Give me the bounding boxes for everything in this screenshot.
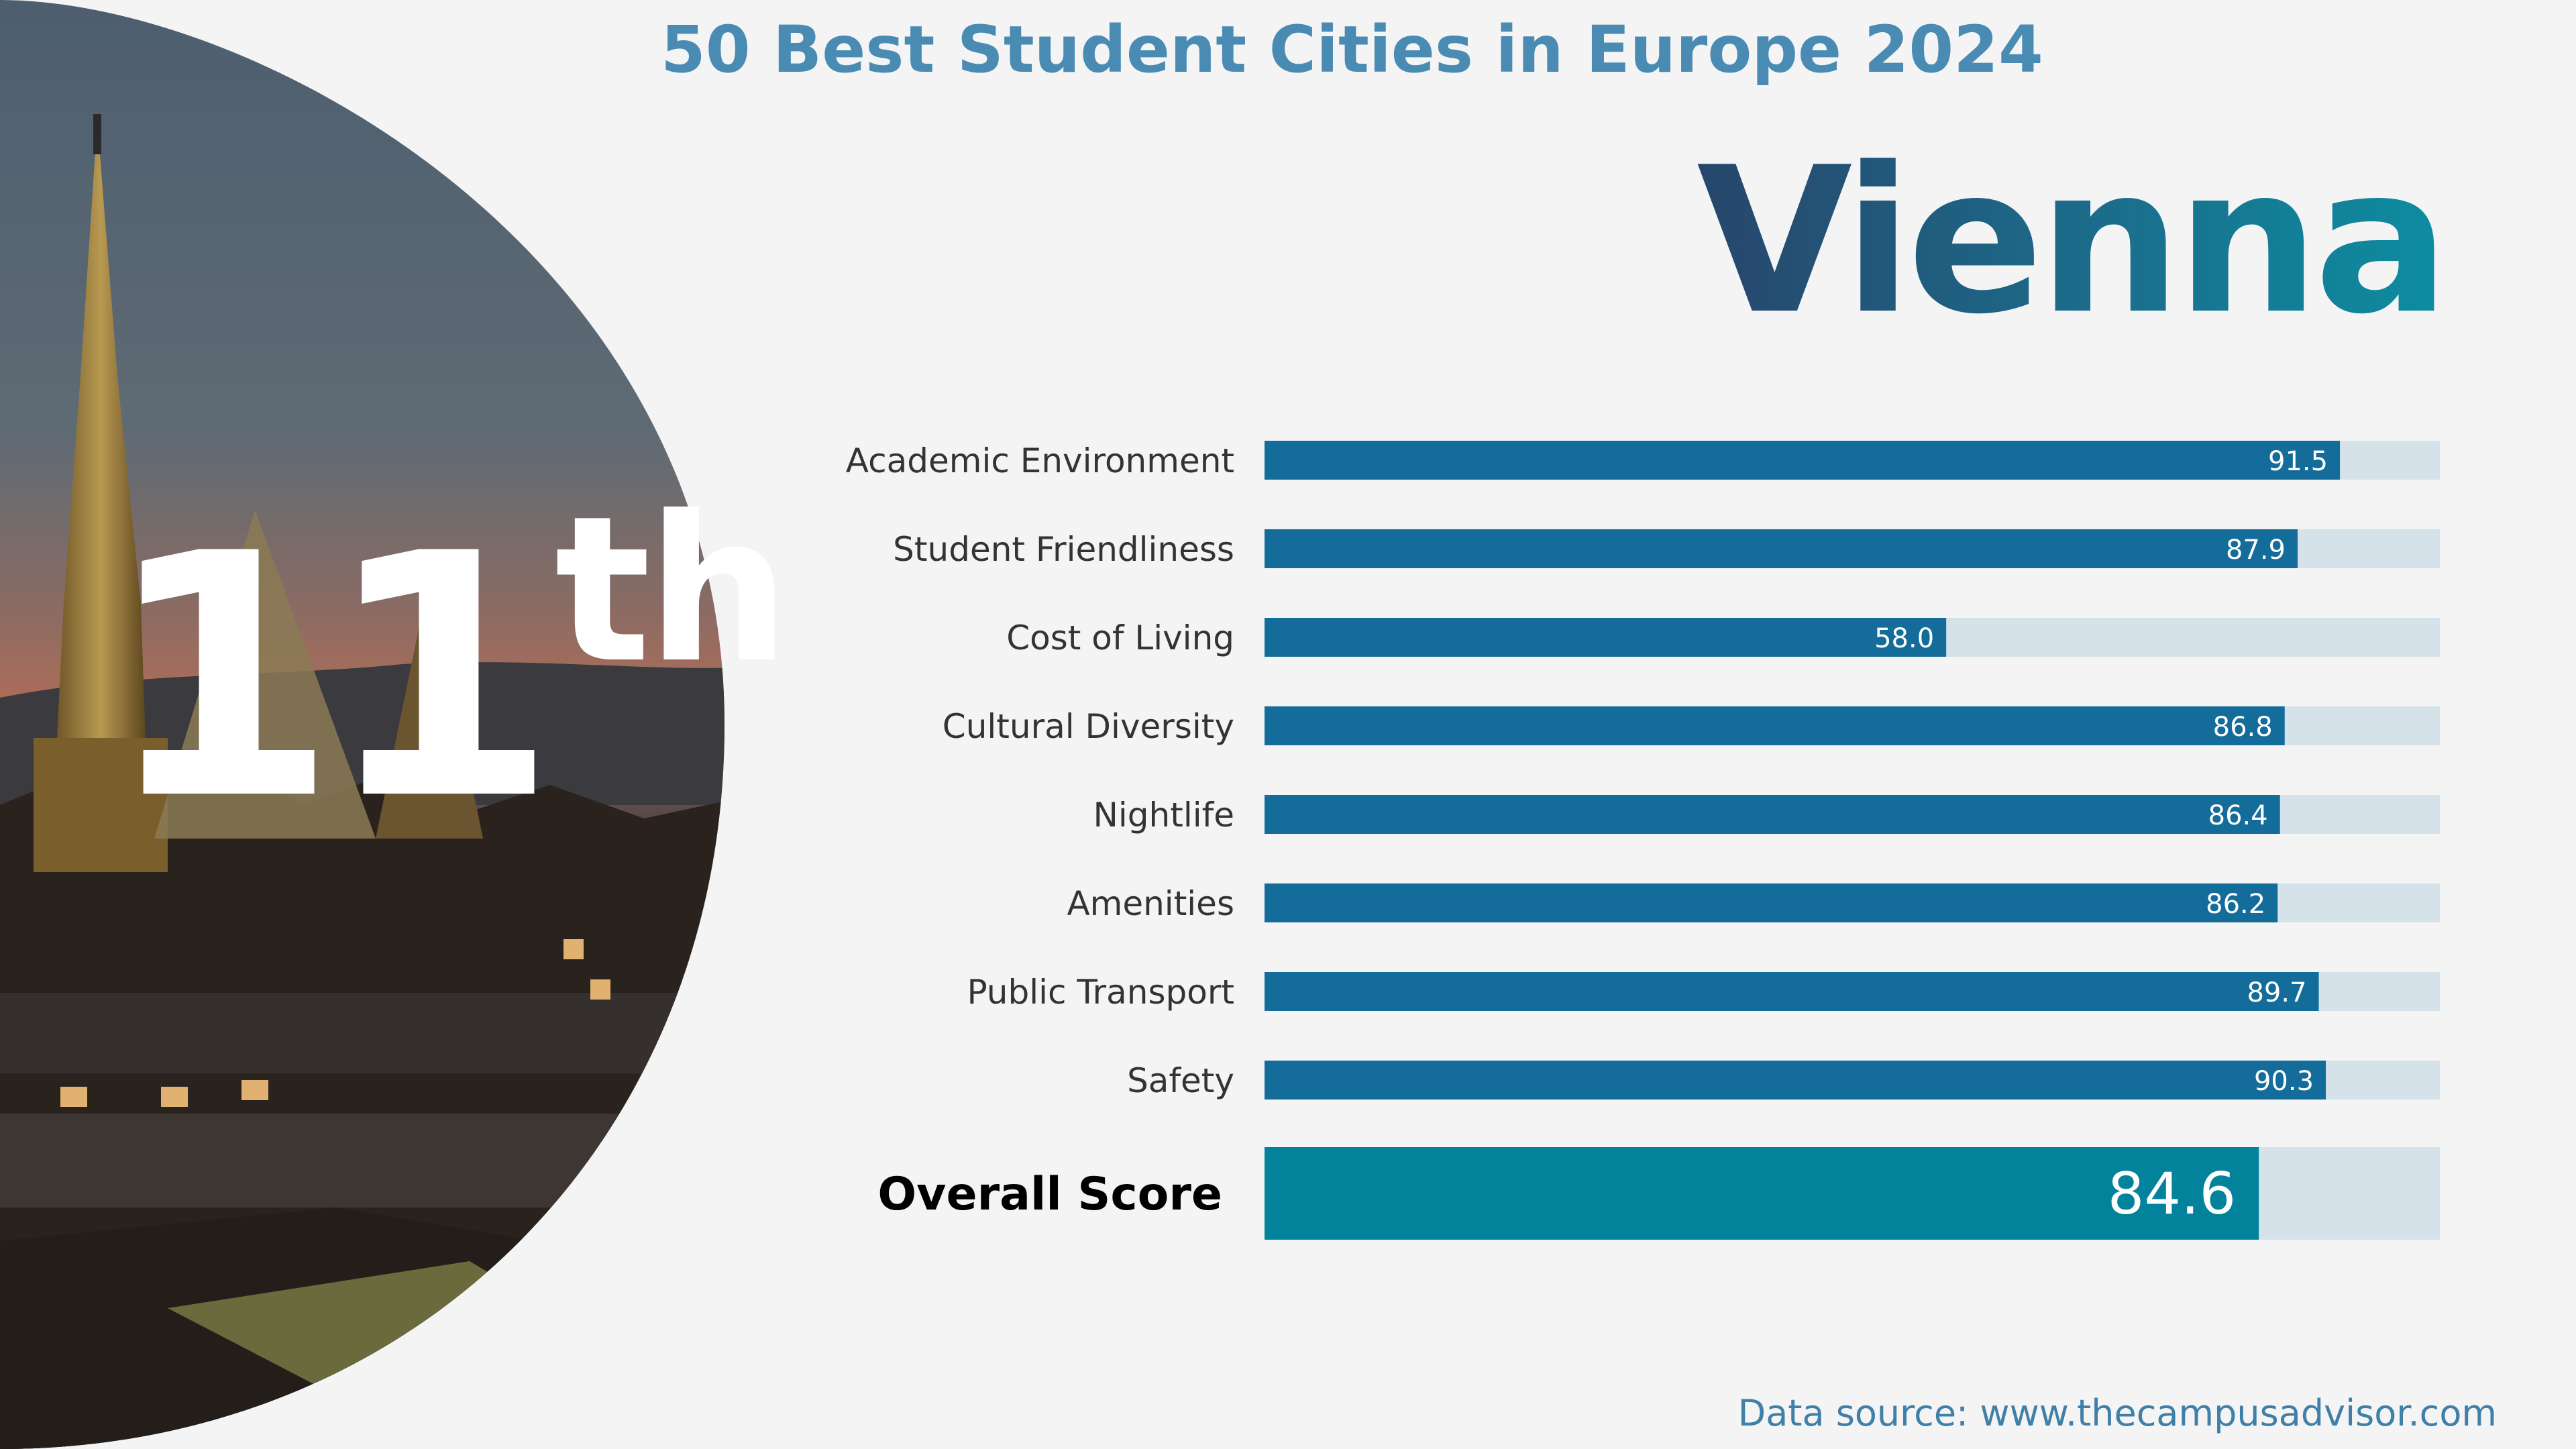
rank-badge: 11th bbox=[104, 490, 790, 846]
city-name: Vienna bbox=[1697, 124, 2450, 358]
vienna-skyline-photo bbox=[0, 0, 724, 1449]
bar bbox=[1265, 972, 2319, 1011]
category-label: Nightlife bbox=[1093, 796, 1234, 835]
rank-number: 11 bbox=[104, 482, 557, 873]
category-label: Academic Environment bbox=[846, 441, 1234, 480]
category-label: Safety bbox=[1127, 1061, 1234, 1100]
bar bbox=[1265, 441, 2341, 480]
category-label: Cost of Living bbox=[1006, 619, 1234, 657]
bar bbox=[1265, 795, 2280, 834]
data-label: 86.4 bbox=[2208, 800, 2268, 831]
category-label: Student Friendliness bbox=[893, 530, 1234, 569]
bar bbox=[1265, 706, 2285, 745]
data-label: 91.5 bbox=[2268, 446, 2328, 477]
category-label: Cultural Diversity bbox=[943, 707, 1234, 746]
bar bbox=[1265, 529, 2298, 568]
data-label: 86.2 bbox=[2206, 889, 2265, 920]
data-source: Data source: www.thecampusadvisor.com bbox=[1737, 1392, 2497, 1434]
category-label: Amenities bbox=[1067, 884, 1234, 923]
data-label: 87.9 bbox=[2226, 535, 2286, 566]
page-title: 50 Best Student Cities in Europe 2024 bbox=[661, 12, 2043, 87]
data-label: 89.7 bbox=[2247, 977, 2306, 1008]
overall-value: 84.6 bbox=[2108, 1161, 2236, 1228]
data-label: 90.3 bbox=[2254, 1066, 2314, 1097]
data-label: 58.0 bbox=[1874, 623, 1934, 654]
data-label: 86.8 bbox=[2213, 712, 2273, 743]
category-label: Public Transport bbox=[967, 973, 1235, 1012]
bar bbox=[1265, 1061, 2326, 1099]
rank-suffix: th bbox=[554, 473, 790, 707]
overall-label: Overall Score bbox=[877, 1168, 1222, 1221]
bar bbox=[1265, 618, 1947, 657]
overall-bar bbox=[1265, 1147, 2259, 1240]
bar bbox=[1265, 883, 2278, 922]
